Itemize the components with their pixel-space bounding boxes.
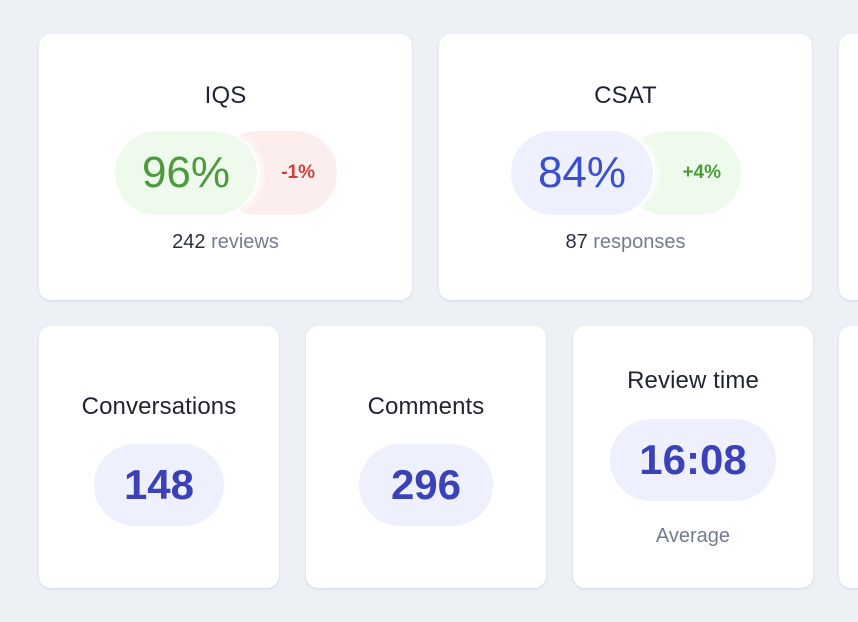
iqs-review-count: 242 reviews — [39, 231, 412, 254]
csat-count: 87 — [565, 231, 588, 253]
csat-count-label: responses — [593, 231, 686, 253]
review-time-value: 16:08 — [639, 436, 747, 483]
conversations-value-badge: 148 — [94, 444, 224, 526]
comments-card: Comments 296 — [306, 326, 546, 588]
conversations-value: 148 — [123, 461, 195, 508]
conversations-title: Conversations — [81, 393, 237, 420]
comments-value-badge: 296 — [359, 444, 493, 526]
review-time-card: Review time 16:08 Average — [573, 326, 813, 588]
csat-response-count: 87 responses — [439, 231, 812, 254]
conversations-card: Conversations 148 — [39, 326, 279, 588]
iqs-delta: -1% — [281, 162, 315, 183]
review-time-caption: Average — [655, 525, 731, 547]
csat-value: 84% — [537, 148, 627, 197]
offscreen-card-bottom — [839, 326, 858, 588]
csat-score: +4% 84% — [511, 131, 741, 215]
iqs-count: 242 — [172, 231, 206, 253]
review-time-value-badge: 16:08 — [610, 419, 776, 501]
csat-delta: +4% — [682, 162, 721, 183]
csat-value-badge: 84% — [511, 131, 653, 215]
iqs-score: -1% 96% — [115, 131, 337, 215]
csat-card: CSAT +4% 84% 87 responses — [439, 34, 812, 300]
iqs-title: IQS — [204, 82, 247, 109]
iqs-card: IQS -1% 96% 242 reviews — [39, 34, 412, 300]
comments-value: 296 — [390, 461, 462, 508]
iqs-value: 96% — [141, 148, 231, 197]
offscreen-card-top — [839, 34, 858, 300]
comments-title: Comments — [367, 393, 485, 420]
review-time-title: Review time — [627, 367, 759, 394]
iqs-count-label: reviews — [211, 231, 279, 253]
csat-title: CSAT — [594, 82, 657, 109]
iqs-value-badge: 96% — [115, 131, 257, 215]
